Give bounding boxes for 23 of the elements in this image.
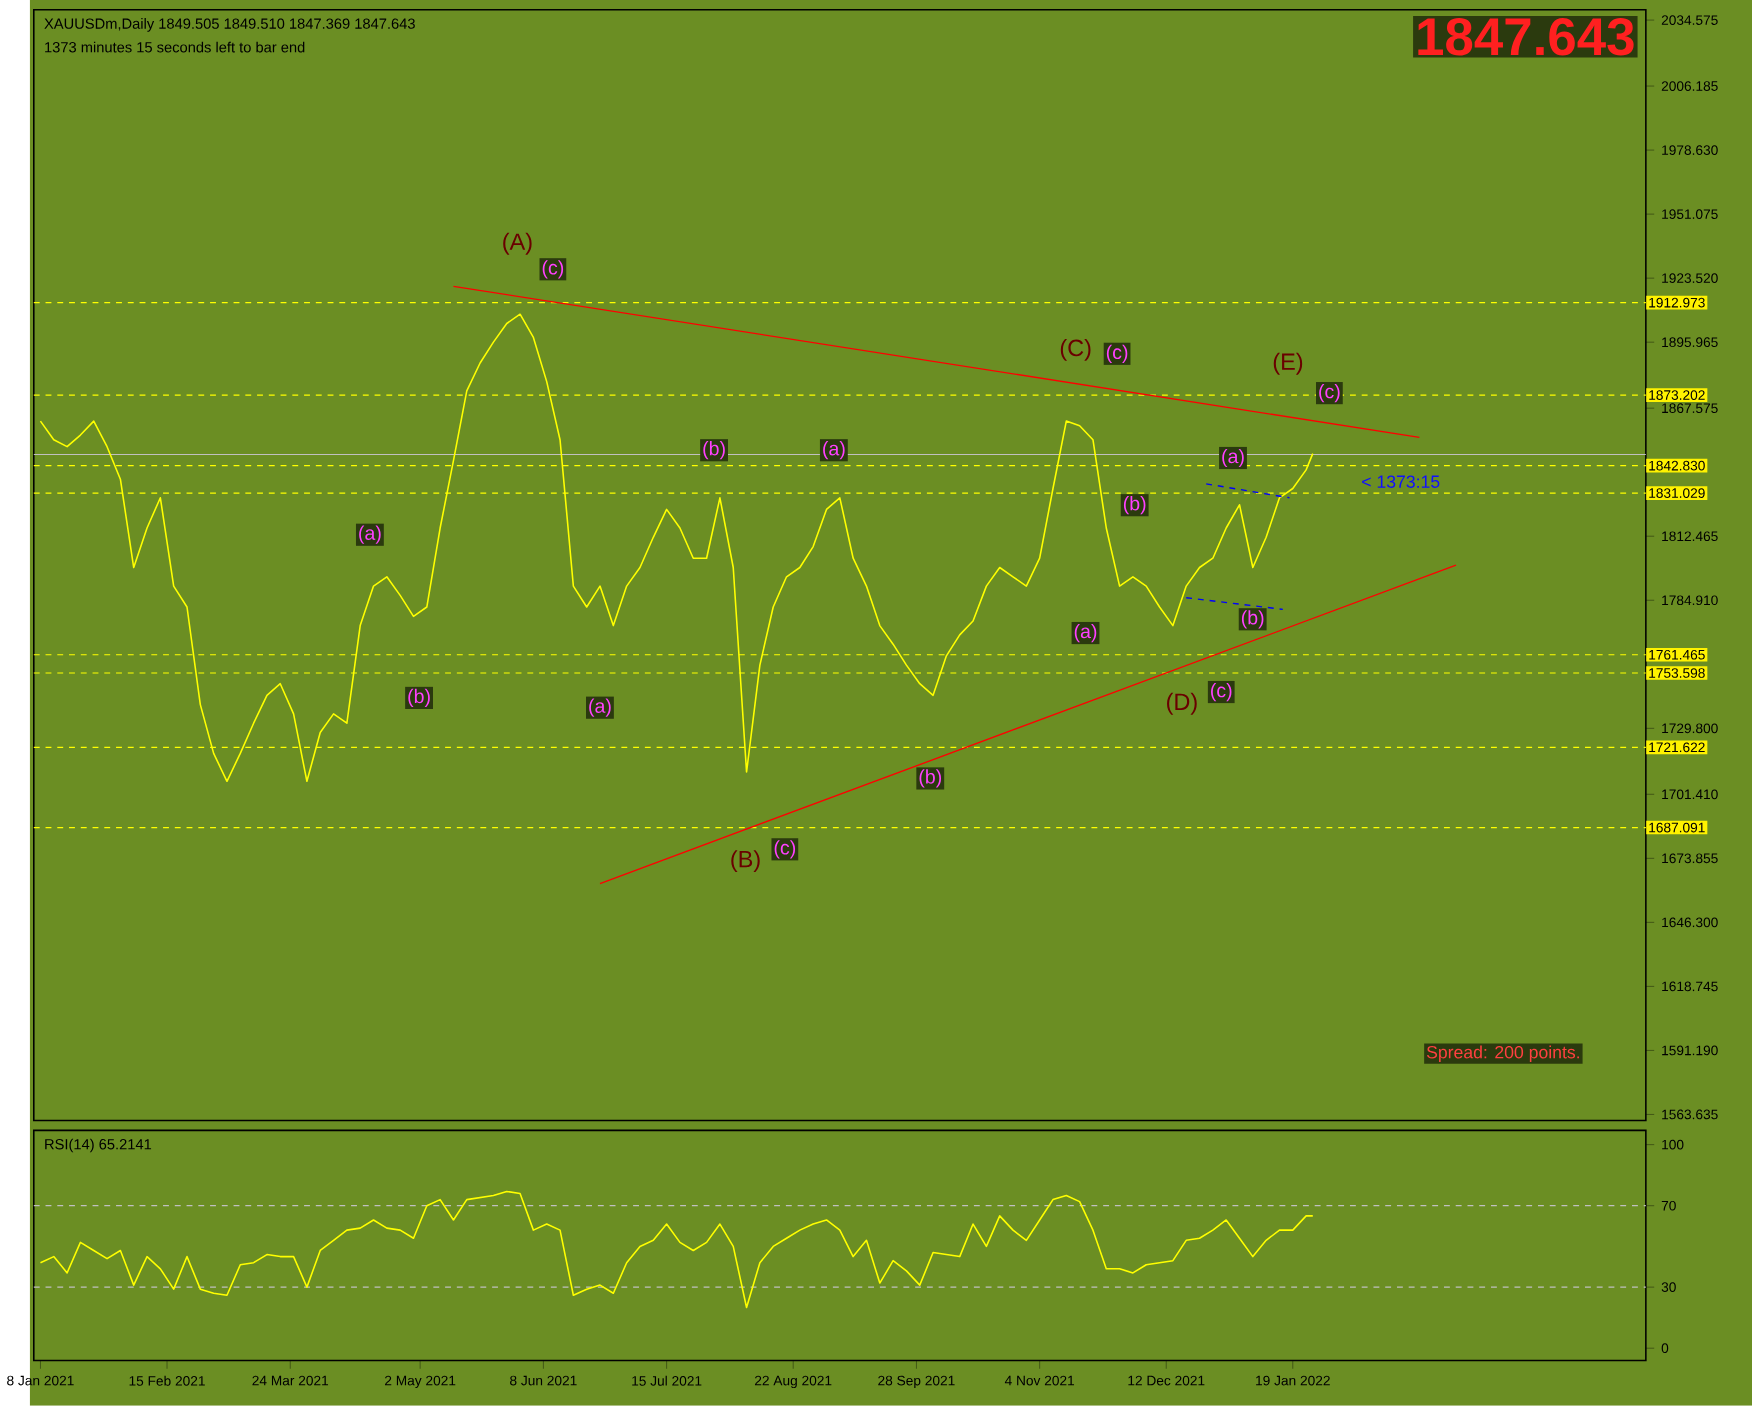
annotation: (E): [1273, 352, 1303, 375]
annotation: Spread: 200 points.: [1426, 1045, 1579, 1063]
annotation: (c): [774, 840, 796, 859]
annotation: 1847.643: [1418, 18, 1634, 56]
annotation: (B): [731, 850, 760, 873]
annotation: (a): [1222, 449, 1244, 468]
annotation: (b): [919, 769, 942, 788]
annotation: (b): [1241, 610, 1264, 629]
annotation: (a): [823, 441, 845, 460]
annotation: < 1373:15: [1362, 475, 1440, 489]
annotation: (c): [1211, 683, 1232, 702]
annotation: (A): [503, 232, 532, 255]
annotation: (a): [1074, 624, 1097, 643]
annotation: (b): [408, 688, 430, 708]
annotation: (a): [359, 525, 381, 545]
annotation: (c): [1319, 384, 1340, 403]
annotation: (b): [1123, 496, 1146, 515]
annotation: (a): [589, 698, 611, 717]
annotation: (D): [1167, 693, 1197, 715]
annotation: (c): [1106, 344, 1128, 364]
annotation: (C): [1060, 339, 1091, 362]
annotation: (b): [703, 441, 725, 460]
annotation: (c): [542, 260, 564, 279]
